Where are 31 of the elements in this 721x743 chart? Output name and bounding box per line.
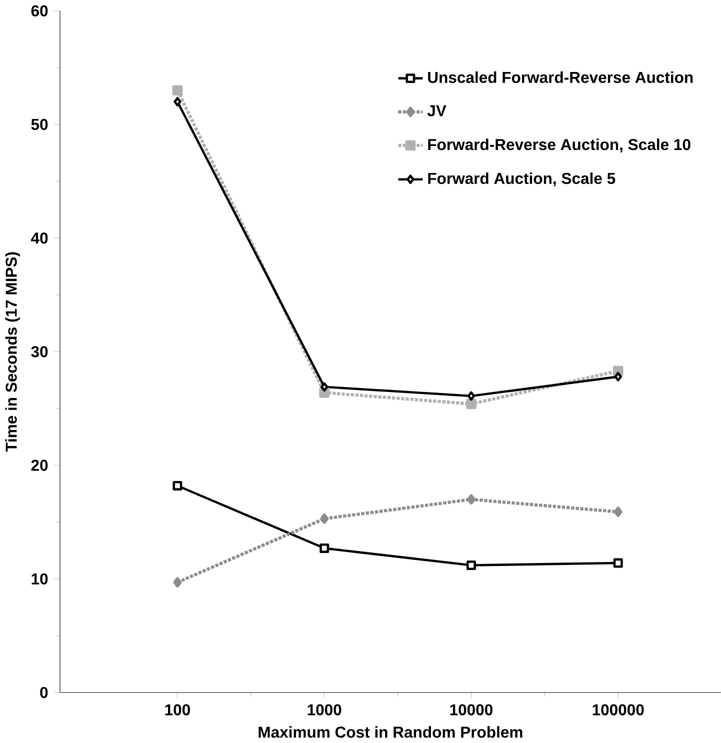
- y-tick-label: 10: [32, 573, 48, 584]
- x-tick-label: 100000: [592, 704, 644, 716]
- y-tick-label: 30: [31, 346, 48, 358]
- x-tick-label: 1000: [308, 704, 342, 716]
- y-tick-label: 40: [30, 232, 48, 244]
- y-tick-label: 50: [31, 118, 48, 130]
- y-axis-title: Time in Seconds (17 MIPS): [5, 252, 20, 452]
- point: [174, 97, 182, 106]
- point: [613, 558, 623, 568]
- x-tick-label: 100: [165, 704, 190, 716]
- point: [467, 391, 475, 401]
- point: [466, 494, 476, 505]
- point: [320, 382, 328, 392]
- y-tick-label: 60: [31, 5, 48, 16]
- legend-label: Unscaled Forward-Reverse Auction: [428, 71, 693, 83]
- legend-label: JV: [427, 105, 446, 116]
- point: [614, 506, 622, 518]
- legend-label: Forward-Reverse Auction, Scale 10: [428, 138, 690, 152]
- point: [172, 481, 182, 490]
- point: [320, 544, 329, 553]
- point: [320, 514, 329, 524]
- point: [466, 398, 476, 410]
- y-tick-label: 0: [40, 686, 48, 698]
- point: [614, 372, 622, 382]
- point: [172, 85, 183, 96]
- legend-label: Forward Auction, Scale 5: [428, 172, 616, 186]
- x-axis-title: Maximum Cost in Random Problem: [258, 726, 522, 738]
- point: [466, 560, 476, 570]
- point: [173, 577, 182, 588]
- x-tick-label: 10000: [450, 704, 492, 716]
- y-tick-label: 20: [31, 460, 48, 471]
